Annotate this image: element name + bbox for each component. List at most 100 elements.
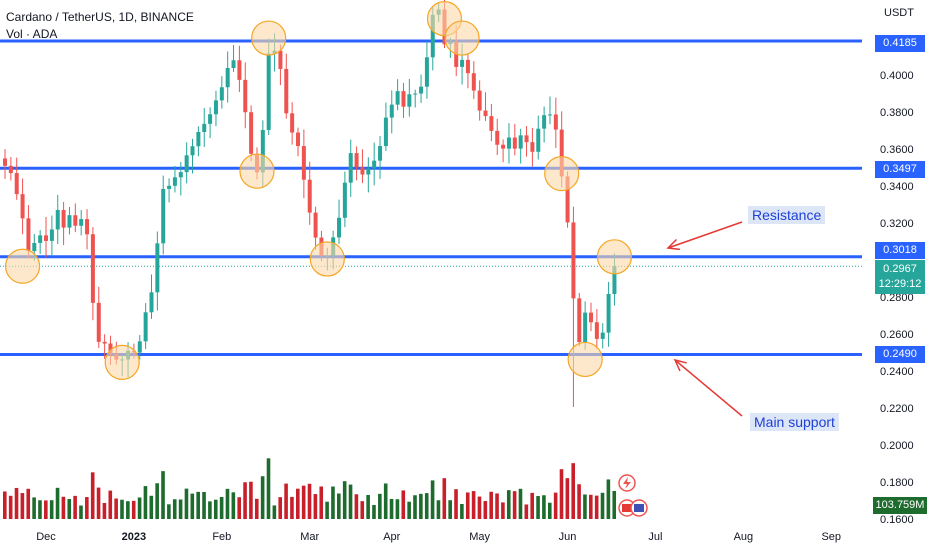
volume-bar [284, 483, 288, 519]
candle [313, 212, 318, 238]
candle [213, 100, 218, 115]
candle [8, 165, 13, 174]
volume-bar [161, 471, 165, 519]
volume-bar [331, 486, 335, 519]
candle [178, 172, 183, 178]
candle [202, 123, 207, 133]
support-label[interactable]: Main support [750, 413, 839, 431]
candle [225, 68, 230, 88]
volume-bar [565, 478, 570, 519]
volume-title[interactable]: Vol · ADA [6, 27, 58, 41]
time-tick-8: Aug [734, 531, 754, 543]
volume-bar [319, 486, 324, 519]
candle [348, 153, 353, 183]
volume-bar [594, 495, 599, 519]
candle [20, 194, 25, 219]
volume-bar [55, 487, 60, 519]
candle [489, 116, 494, 131]
price-tick-4: 0.3200 [880, 218, 914, 230]
price-axis[interactable]: 0.4000 0.3800 0.3600 0.3400 0.3200 0.2800 0.26… [880, 70, 914, 526]
candle [55, 210, 60, 230]
candle [172, 177, 177, 186]
candle [430, 14, 435, 58]
volume-bar [483, 501, 488, 519]
candle [506, 137, 511, 149]
volume-bar [553, 492, 558, 519]
symbol-title[interactable]: Cardano / TetherUS, 1D, BINANCE [6, 10, 194, 24]
volume-bar [477, 496, 482, 519]
candle [243, 79, 248, 113]
candle [301, 146, 306, 180]
volume-bar [442, 478, 447, 519]
volume-bar [454, 489, 458, 519]
level-tag-3: 0.2490 [875, 346, 925, 363]
volume-bar [272, 505, 277, 519]
candle [196, 132, 201, 147]
volume-bar [114, 498, 118, 519]
highlight-circle-0 [4, 248, 41, 284]
support-arrow-head [673, 358, 687, 372]
volume-bar [424, 493, 429, 519]
volume-bar [460, 504, 464, 519]
candle [454, 42, 459, 67]
volume-bar [506, 490, 511, 519]
time-tick-9: Sep [821, 531, 841, 543]
volume-bar [243, 482, 247, 519]
volume-bar [219, 496, 224, 519]
volume-bar [542, 495, 546, 519]
candle [401, 91, 406, 107]
volume-bar [184, 488, 189, 519]
candle [278, 50, 283, 69]
event-icons [618, 474, 648, 517]
resistance-label[interactable]: Resistance [748, 206, 826, 224]
volume-bar [536, 496, 540, 519]
candle [38, 235, 43, 243]
candle [501, 144, 506, 149]
volume-bar [61, 496, 66, 519]
horizontal-levels [0, 39, 862, 356]
candle [547, 114, 552, 116]
volume-bar [606, 479, 611, 519]
volume-bar [342, 481, 347, 519]
candle [512, 137, 517, 149]
candle [49, 229, 54, 241]
price-tick-8: 0.2200 [880, 403, 914, 415]
level-tag-2: 0.3018 [875, 242, 925, 259]
candle [67, 215, 72, 228]
volume-bar [383, 483, 388, 519]
volume-bar [237, 497, 241, 519]
volume-bar [131, 500, 136, 519]
candle [266, 53, 271, 130]
highlight-circle-8 [567, 341, 603, 378]
candle [395, 91, 400, 105]
candle [26, 218, 31, 252]
candle [260, 129, 265, 173]
volume-bar [512, 491, 517, 519]
candle [518, 135, 523, 149]
support-arrow [674, 359, 743, 417]
flag-icon-1 [622, 504, 632, 512]
price-tick-1: 0.3800 [880, 107, 914, 119]
candle [137, 341, 142, 353]
volume-bar [79, 505, 83, 519]
candle [536, 128, 541, 152]
volume-bar [395, 499, 400, 519]
candle [85, 219, 90, 235]
candle [471, 73, 476, 91]
axis-unit[interactable]: USDT [884, 7, 914, 19]
candle [378, 146, 383, 161]
candle [606, 293, 611, 333]
price-tick-2: 0.3600 [880, 144, 914, 156]
candle [44, 235, 49, 241]
volume-bar [167, 504, 171, 519]
volume-bar [85, 497, 89, 519]
candle [90, 234, 95, 303]
volume-bar [8, 495, 13, 519]
time-axis[interactable]: Dec 2023 Feb Mar Apr May Jun Jul Aug Sep [36, 531, 841, 543]
volume-bar [419, 493, 423, 519]
candle [161, 188, 166, 244]
volume-bar [14, 487, 19, 519]
volume-bar [196, 491, 200, 519]
time-tick-3: Mar [300, 531, 319, 543]
